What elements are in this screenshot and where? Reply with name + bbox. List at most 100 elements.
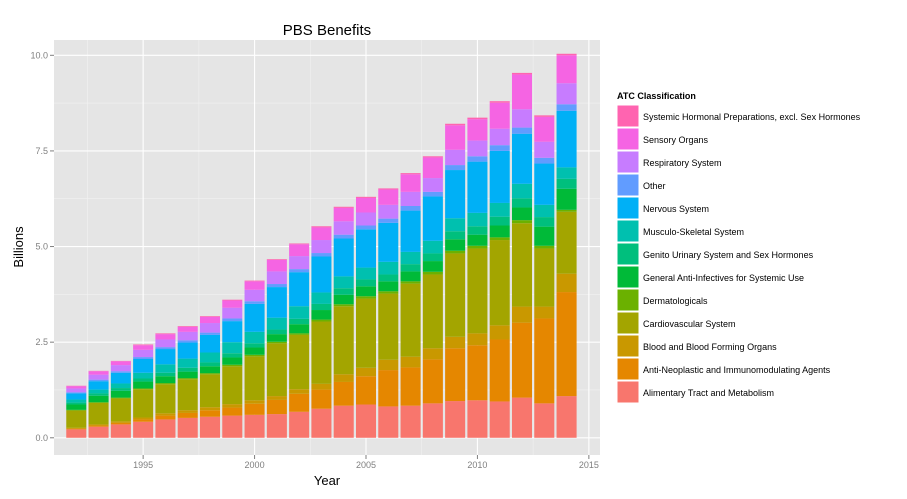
legend-key [616, 288, 640, 312]
bar-segment [199, 334, 221, 353]
bar-stacks [66, 53, 577, 438]
bar-segment [244, 403, 265, 415]
x-axis-title: Year [314, 473, 341, 488]
bar-segment [355, 196, 377, 198]
bar-segment [534, 157, 555, 164]
bar-segment [534, 318, 555, 404]
legend-key [616, 357, 640, 381]
bar-segment [556, 211, 577, 274]
bar-segment [422, 253, 443, 262]
bar-segment [244, 347, 265, 355]
bar-segment [177, 417, 198, 438]
bar-stack-1997 [177, 326, 198, 438]
bar-segment [177, 340, 198, 343]
bar-segment [110, 424, 131, 438]
bar-segment [333, 221, 354, 235]
bar-segment [266, 259, 287, 260]
bar-stack-2005 [355, 196, 377, 438]
bar-segment [266, 341, 287, 344]
bar-segment [133, 419, 154, 422]
x-tick-label: 2015 [579, 460, 599, 470]
bar-segment [155, 383, 176, 385]
bar-segment [378, 261, 399, 275]
bar-segment [333, 206, 354, 208]
bar-segment [489, 401, 510, 438]
bar-stack-1999 [222, 299, 243, 438]
bar-segment [311, 408, 332, 438]
bar-segment [378, 281, 399, 292]
legend-item: Alimentary Tract and Metabolism [616, 380, 774, 404]
legend-item: General Anti-Infectives for Systemic Use [616, 265, 804, 289]
bar-segment [556, 83, 577, 105]
bar-segment [333, 405, 354, 438]
bar-segment [199, 374, 221, 408]
bar-segment [289, 324, 310, 334]
legend-item: Blood and Blood Forming Organs [616, 334, 777, 358]
y-axis-ticks: 0.0 2.5 5.0 7.5 10.0 [30, 50, 54, 443]
bar-segment [534, 163, 555, 205]
bar-segment [66, 386, 87, 389]
bar-segment [489, 101, 510, 103]
bar-segment [222, 364, 243, 367]
bar-segment [556, 273, 577, 293]
bar-segment [222, 300, 243, 308]
bar-segment [355, 404, 377, 438]
bar-segment [88, 371, 109, 375]
bar-segment [155, 372, 176, 377]
bar-segment [511, 183, 533, 199]
bar-segment [289, 333, 310, 335]
legend-label: Cardiovascular System [643, 319, 736, 329]
bar-stack-2001 [266, 259, 287, 438]
bar-segment [155, 415, 176, 420]
bar-segment [400, 356, 421, 368]
bar-segment [155, 364, 176, 373]
bar-segment [355, 367, 377, 377]
bar-segment [445, 253, 466, 337]
bar-segment [266, 329, 287, 335]
bar-segment [311, 310, 332, 320]
bar-segment [511, 72, 533, 75]
bar-segment [534, 306, 555, 319]
bar-segment [445, 123, 466, 126]
bar-segment [489, 237, 510, 241]
legend-label: Other [643, 181, 666, 191]
bar-segment [199, 316, 221, 324]
legend-item: Genito Urinary System and Sex Hormones [616, 242, 814, 266]
bar-segment [445, 165, 466, 171]
bar-segment [467, 156, 488, 162]
bar-segment [266, 414, 287, 438]
bar-segment [133, 349, 154, 358]
bar-segment [311, 227, 332, 241]
x-tick-label: 1995 [133, 460, 153, 470]
bar-segment [534, 116, 555, 142]
legend-key [616, 380, 640, 404]
bar-segment [511, 133, 533, 184]
bar-segment [66, 399, 87, 403]
bar-segment [467, 234, 488, 246]
bar-segment [222, 415, 243, 438]
bar-segment [422, 196, 443, 241]
bar-segment [289, 393, 310, 412]
bar-segment [333, 306, 354, 375]
bar-segment [66, 404, 87, 410]
x-tick-label: 2000 [245, 460, 265, 470]
bar-segment [177, 342, 198, 359]
bar-segment [400, 281, 421, 284]
bar-segment [467, 161, 488, 213]
legend-key [616, 242, 640, 266]
bar-stack-2003 [311, 226, 332, 438]
bar-segment [556, 396, 577, 438]
y-tick-label: 7.5 [35, 146, 48, 156]
legend-key [616, 311, 640, 335]
bar-segment [400, 206, 421, 211]
bar-segment [289, 389, 310, 394]
bar-segment [177, 326, 198, 327]
bar-segment [133, 381, 154, 389]
bar-segment [110, 421, 131, 423]
bar-segment [422, 348, 443, 360]
bar-segment [155, 333, 176, 335]
bar-stack-2007 [400, 173, 421, 438]
bar-segment [88, 393, 109, 396]
legend-label: Musculo-Skeletal System [643, 227, 744, 237]
bar-segment [378, 370, 399, 407]
